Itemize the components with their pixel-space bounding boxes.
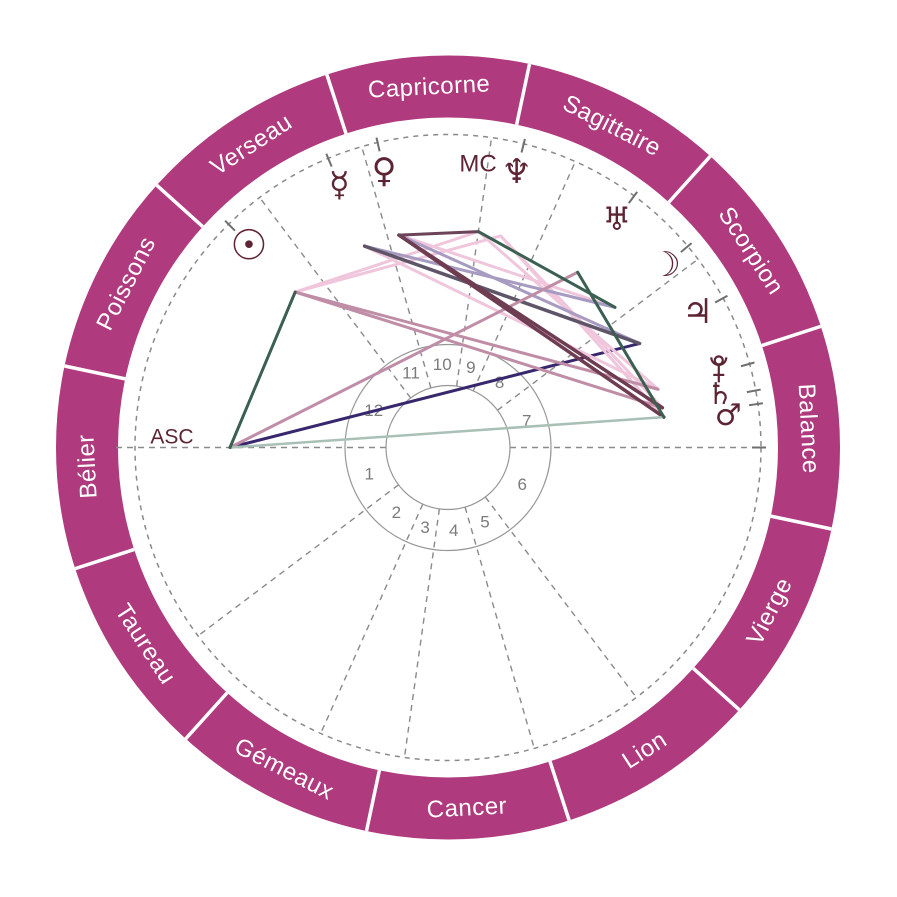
aspect-venus-jupiter	[397, 233, 642, 345]
degree-tick	[628, 191, 638, 204]
house-cusp-6	[484, 496, 637, 698]
house-number-5: 5	[480, 512, 489, 531]
planet-saturne-glyph: ♄	[706, 377, 733, 412]
house-number-2: 2	[392, 503, 401, 522]
zodiac-divider	[667, 155, 712, 204]
angle-label-asc: ASC	[150, 426, 193, 449]
aspect-asc-jupiter	[228, 341, 642, 449]
planet-venus-glyph: ♀	[372, 151, 397, 191]
zodiac-label-cancer: Cancer	[426, 792, 508, 823]
aspect-mercure-pluton	[363, 244, 660, 391]
zodiac-label-balance: Balance	[793, 383, 825, 475]
degree-tick	[224, 219, 236, 232]
house-wheel-inner-circle	[385, 384, 511, 511]
house-number-6: 6	[518, 475, 527, 494]
degree-tick	[714, 294, 728, 304]
zodiac-divider	[64, 364, 126, 381]
degree-tick	[520, 138, 526, 153]
house-cusp-5	[464, 506, 535, 749]
aspect-mercure-jupiter	[362, 244, 642, 346]
house-cusp-11	[361, 146, 432, 389]
zodiac-label-belier: Bélier	[72, 434, 102, 500]
planet-neptune-glyph: ♆	[501, 152, 531, 192]
zodiac-divider	[692, 667, 741, 712]
aspect-venus-mars	[397, 233, 666, 419]
zodiac-divider	[514, 63, 532, 126]
aspect-asc-soleil	[228, 290, 297, 449]
zodiac-divider	[548, 760, 571, 821]
house-number-3: 3	[420, 518, 429, 537]
angle-label-mc: MC	[459, 151, 496, 178]
degree-tick	[680, 242, 693, 253]
zodiac-ring	[56, 55, 840, 840]
planet-soleil-glyph: ☉	[230, 220, 268, 269]
aspect-venus-lune	[397, 233, 617, 309]
degree-tick	[740, 361, 755, 368]
house-wheel-outer-circle	[344, 343, 552, 552]
house-number-10: 10	[433, 355, 452, 374]
planet-pluton-glyph	[710, 355, 728, 383]
planet-uranus-glyph: ♅	[603, 200, 632, 238]
zodiac-label-capricorne: Capricorne	[367, 70, 491, 103]
zodiac-divider	[184, 691, 229, 740]
zodiac-divider	[364, 769, 382, 832]
house-number-4: 4	[449, 521, 458, 540]
planet-jupiter-glyph: ♃	[682, 292, 712, 332]
aspect-neptune-mars	[499, 234, 666, 419]
planet-mercure-glyph: ☿	[329, 165, 350, 205]
zodiac-divider	[74, 547, 135, 571]
house-cusp-2	[197, 484, 399, 637]
aspect-uranus-mars	[576, 270, 666, 419]
planet-lune-glyph: ☽	[650, 245, 680, 285]
zodiac-divider	[325, 74, 348, 135]
aspect-soleil-saturne	[293, 290, 664, 410]
zodiac-divider	[761, 324, 822, 348]
aspect-asc-mars	[228, 415, 666, 449]
planet-mars-glyph: ♂	[715, 398, 742, 433]
house-number-9: 9	[466, 358, 475, 377]
aspect-asc-uranus	[228, 270, 580, 449]
house-cusp-12	[259, 197, 412, 399]
house-cusp-4	[403, 508, 441, 758]
house-number-1: 1	[365, 464, 374, 483]
house-number-11: 11	[402, 364, 420, 383]
house-cusp-3	[320, 503, 424, 734]
degree-tick	[746, 388, 761, 394]
house-number-8: 8	[495, 373, 504, 392]
aspect-venus-mc	[397, 230, 480, 237]
zodiac-divider	[155, 183, 204, 228]
degree-tick	[748, 402, 764, 407]
pluto-crescent	[710, 357, 728, 366]
degree-tick	[325, 153, 333, 168]
degree-tick	[375, 137, 381, 152]
house-cusp-10	[455, 137, 493, 387]
zodiac-divider	[770, 514, 832, 531]
aspect-soleil-mc	[293, 230, 480, 294]
house-number-7: 7	[522, 412, 531, 431]
